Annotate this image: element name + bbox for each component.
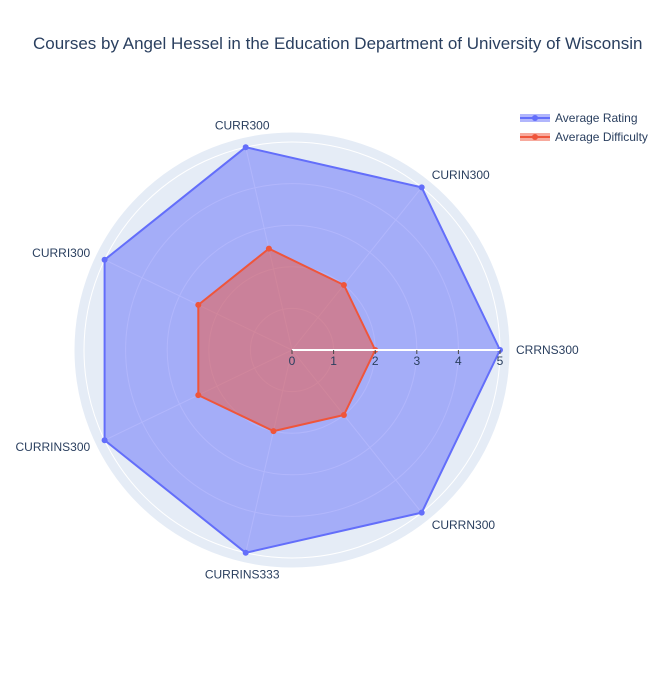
data-point — [101, 437, 108, 444]
category-label: CURRINS333 — [205, 567, 280, 581]
radial-axis: 0 1 2 3 4 5 — [289, 349, 504, 368]
radial-tick-label: 2 — [372, 354, 379, 368]
category-label: CURR300 — [215, 119, 270, 133]
data-point — [101, 256, 108, 263]
legend-item-average-rating[interactable]: Average Rating — [520, 108, 648, 127]
category-label: CURRI300 — [32, 246, 90, 260]
data-point — [195, 392, 202, 399]
radar-labels: 0 1 2 3 4 5 CRRNS300 CURIN300 CURR300 CURRI300 CUR… — [15, 119, 579, 582]
legend-swatch-icon — [520, 112, 550, 124]
radial-tick-label: 1 — [330, 354, 337, 368]
data-point — [418, 184, 425, 191]
radial-tick-label: 0 — [289, 354, 296, 368]
data-point — [340, 282, 347, 288]
category-label: CURIN300 — [432, 168, 490, 182]
category-label: CRRNS300 — [516, 343, 579, 357]
grid-circle-outer — [73, 131, 511, 569]
legend-swatch-icon — [520, 131, 550, 143]
data-point — [195, 301, 202, 308]
radial-tick-label: 3 — [413, 354, 420, 368]
radial-tick-label: 5 — [497, 354, 504, 368]
category-label: CURRN300 — [432, 518, 496, 532]
data-point — [418, 509, 425, 516]
data-point — [242, 549, 249, 556]
radial-tick-label: 4 — [455, 354, 462, 368]
data-point — [265, 245, 272, 252]
data-point — [242, 144, 249, 151]
legend-item-average-difficulty[interactable]: Average Difficulty — [520, 127, 648, 146]
category-label: CURRINS300 — [15, 440, 90, 454]
data-point — [340, 412, 347, 418]
chart-title: Courses by Angel Hessel in the Education… — [33, 34, 643, 53]
legend-label: Average Rating — [555, 110, 638, 125]
series-average-difficulty-area — [197, 247, 377, 433]
data-point — [270, 428, 277, 435]
legend-label: Average Difficulty — [555, 129, 648, 144]
legend: Average Rating Average Difficulty — [520, 108, 648, 146]
